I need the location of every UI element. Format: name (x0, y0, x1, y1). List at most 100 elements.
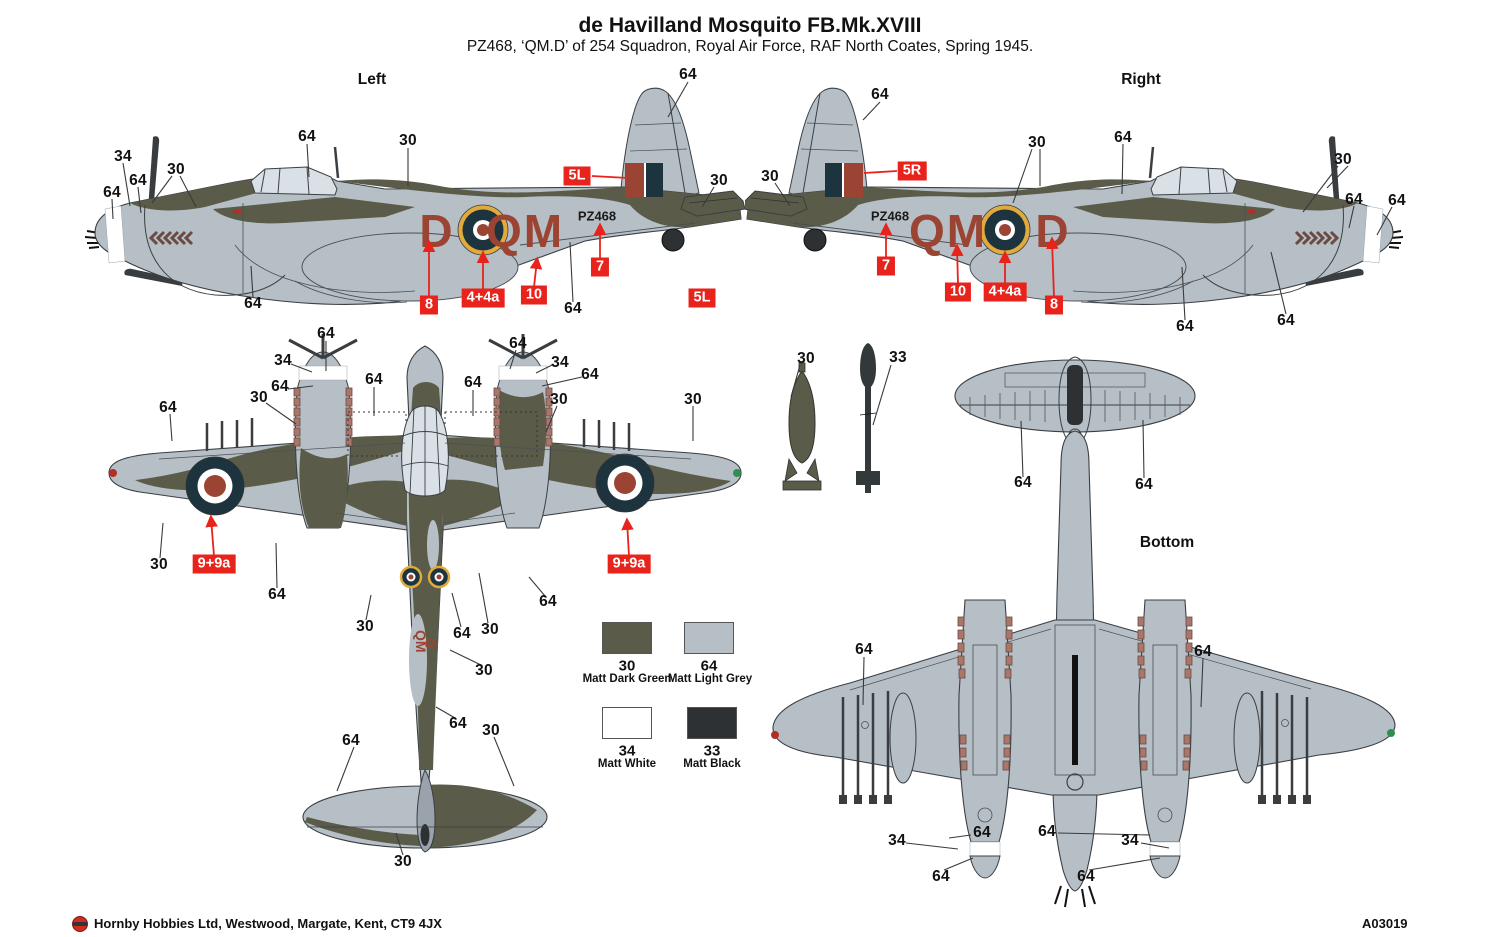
legend-name: Matt White (597, 758, 657, 770)
legend-name: Matt Dark Green (582, 673, 672, 685)
rocket-illustration (856, 343, 880, 493)
callout: 64 (244, 295, 262, 312)
callout: 64 (564, 300, 582, 317)
legend-number: 30 (618, 657, 636, 675)
callout: 64 (342, 732, 360, 749)
callout: 34 (114, 148, 132, 165)
callout: 30 (481, 621, 499, 638)
code-letters-fwd: QM (909, 205, 987, 257)
callout: 64 (1194, 643, 1212, 660)
paint-ref-badge: 9+9a (607, 554, 651, 574)
svg-text:D: D (422, 638, 438, 648)
top-view-art: QM D (108, 334, 742, 853)
legend-swatch-white (602, 707, 652, 739)
page-subtitle: PZ468, ‘QM.D’ of 254 Squadron, Royal Air… (466, 38, 1034, 55)
callout: 30 (250, 389, 268, 406)
legend-swatch-light-grey (684, 622, 734, 654)
right-profile-art: QM D (745, 86, 1405, 306)
legend-number: 64 (700, 657, 718, 675)
callout: 64 (159, 399, 177, 416)
callout: 64 (871, 86, 889, 103)
paint-ref-badge: 10 (520, 285, 548, 305)
paint-ref-badge: 5L (688, 288, 716, 308)
callout: 64 (1277, 312, 1295, 329)
callout: 33 (889, 349, 907, 366)
svg-text:QM: QM (413, 630, 429, 653)
paint-ref-badge: 10 (944, 282, 972, 302)
callout: 64 (855, 641, 873, 658)
callout: 30 (1334, 151, 1352, 168)
callout: 30 (710, 172, 728, 189)
bottom-view-art (771, 356, 1396, 908)
callout: 64 (1014, 474, 1032, 491)
callout: 30 (356, 618, 374, 635)
callout: 64 (1077, 868, 1095, 885)
callout: 30 (550, 391, 568, 408)
page-title: de Havilland Mosquito FB.Mk.XVIII (578, 14, 922, 37)
callout: 34 (551, 354, 569, 371)
legend-number: 34 (618, 742, 636, 760)
callout: 64 (317, 325, 335, 342)
callout: 64 (973, 824, 991, 841)
callout: 30 (482, 722, 500, 739)
callout: 64 (1038, 823, 1056, 840)
code-letter-fwd: D (419, 205, 452, 257)
legend-name: Matt Black (683, 758, 741, 770)
callout: 30 (394, 853, 412, 870)
callout: 64 (453, 625, 471, 642)
callout: 34 (888, 832, 906, 849)
callout: 30 (399, 132, 417, 149)
hornby-logo (72, 916, 88, 932)
callout: 64 (581, 366, 599, 383)
left-profile-art: D QM (85, 87, 745, 305)
callout: 64 (129, 172, 147, 189)
legend-swatch-black (687, 707, 737, 739)
callout: 30 (797, 350, 815, 367)
footer-company-address: Hornby Hobbies Ltd, Westwood, Margate, K… (94, 916, 442, 931)
callout: 64 (1176, 318, 1194, 335)
callout: 30 (684, 391, 702, 408)
code-letter-aft: D (1035, 205, 1068, 257)
legend-swatch-dark-green (602, 622, 652, 654)
paint-ref-badge: 5L (563, 166, 591, 186)
footer-product-code: A03019 (1362, 916, 1408, 931)
paint-ref-badge: 9+9a (192, 554, 236, 574)
callout: 64 (932, 868, 950, 885)
code-letters-aft: QM (486, 205, 564, 257)
callout: 34 (274, 352, 292, 369)
paint-ref-badge: 7 (876, 256, 896, 276)
callout: 64 (539, 593, 557, 610)
callout: 30 (167, 161, 185, 178)
callout: 64 (679, 66, 697, 83)
callout: 64 (298, 128, 316, 145)
callout: 30 (1028, 134, 1046, 151)
callout: 64 (1135, 476, 1153, 493)
callout: 64 (1345, 191, 1363, 208)
legend-name: Matt Light Grey (667, 673, 753, 685)
callout: 64 (509, 335, 527, 352)
callout: 64 (365, 371, 383, 388)
callout: 64 (103, 184, 121, 201)
paint-ref-badge: 4+4a (461, 288, 505, 308)
callout: 34 (1121, 832, 1139, 849)
paint-ref-badge: 5R (897, 161, 927, 181)
callout: 30 (150, 556, 168, 573)
callout: 64 (1388, 192, 1406, 209)
serial-number-right: PZ468 (870, 208, 910, 224)
serial-number-left: PZ468 (577, 208, 617, 224)
paint-ref-badge: 8 (419, 295, 439, 315)
callout: 64 (1114, 129, 1132, 146)
paint-ref-badge: 7 (590, 257, 610, 277)
left-view-heading: Left (357, 71, 387, 88)
legend-number: 33 (703, 742, 721, 760)
callout: 64 (464, 374, 482, 391)
paint-ref-badge: 4+4a (983, 282, 1027, 302)
callout: 30 (761, 168, 779, 185)
right-view-heading: Right (1121, 71, 1161, 88)
callout: 64 (449, 715, 467, 732)
callout: 64 (268, 586, 286, 603)
callout: 64 (271, 378, 289, 395)
callout: 30 (475, 662, 493, 679)
bottom-view-heading: Bottom (1139, 534, 1195, 551)
